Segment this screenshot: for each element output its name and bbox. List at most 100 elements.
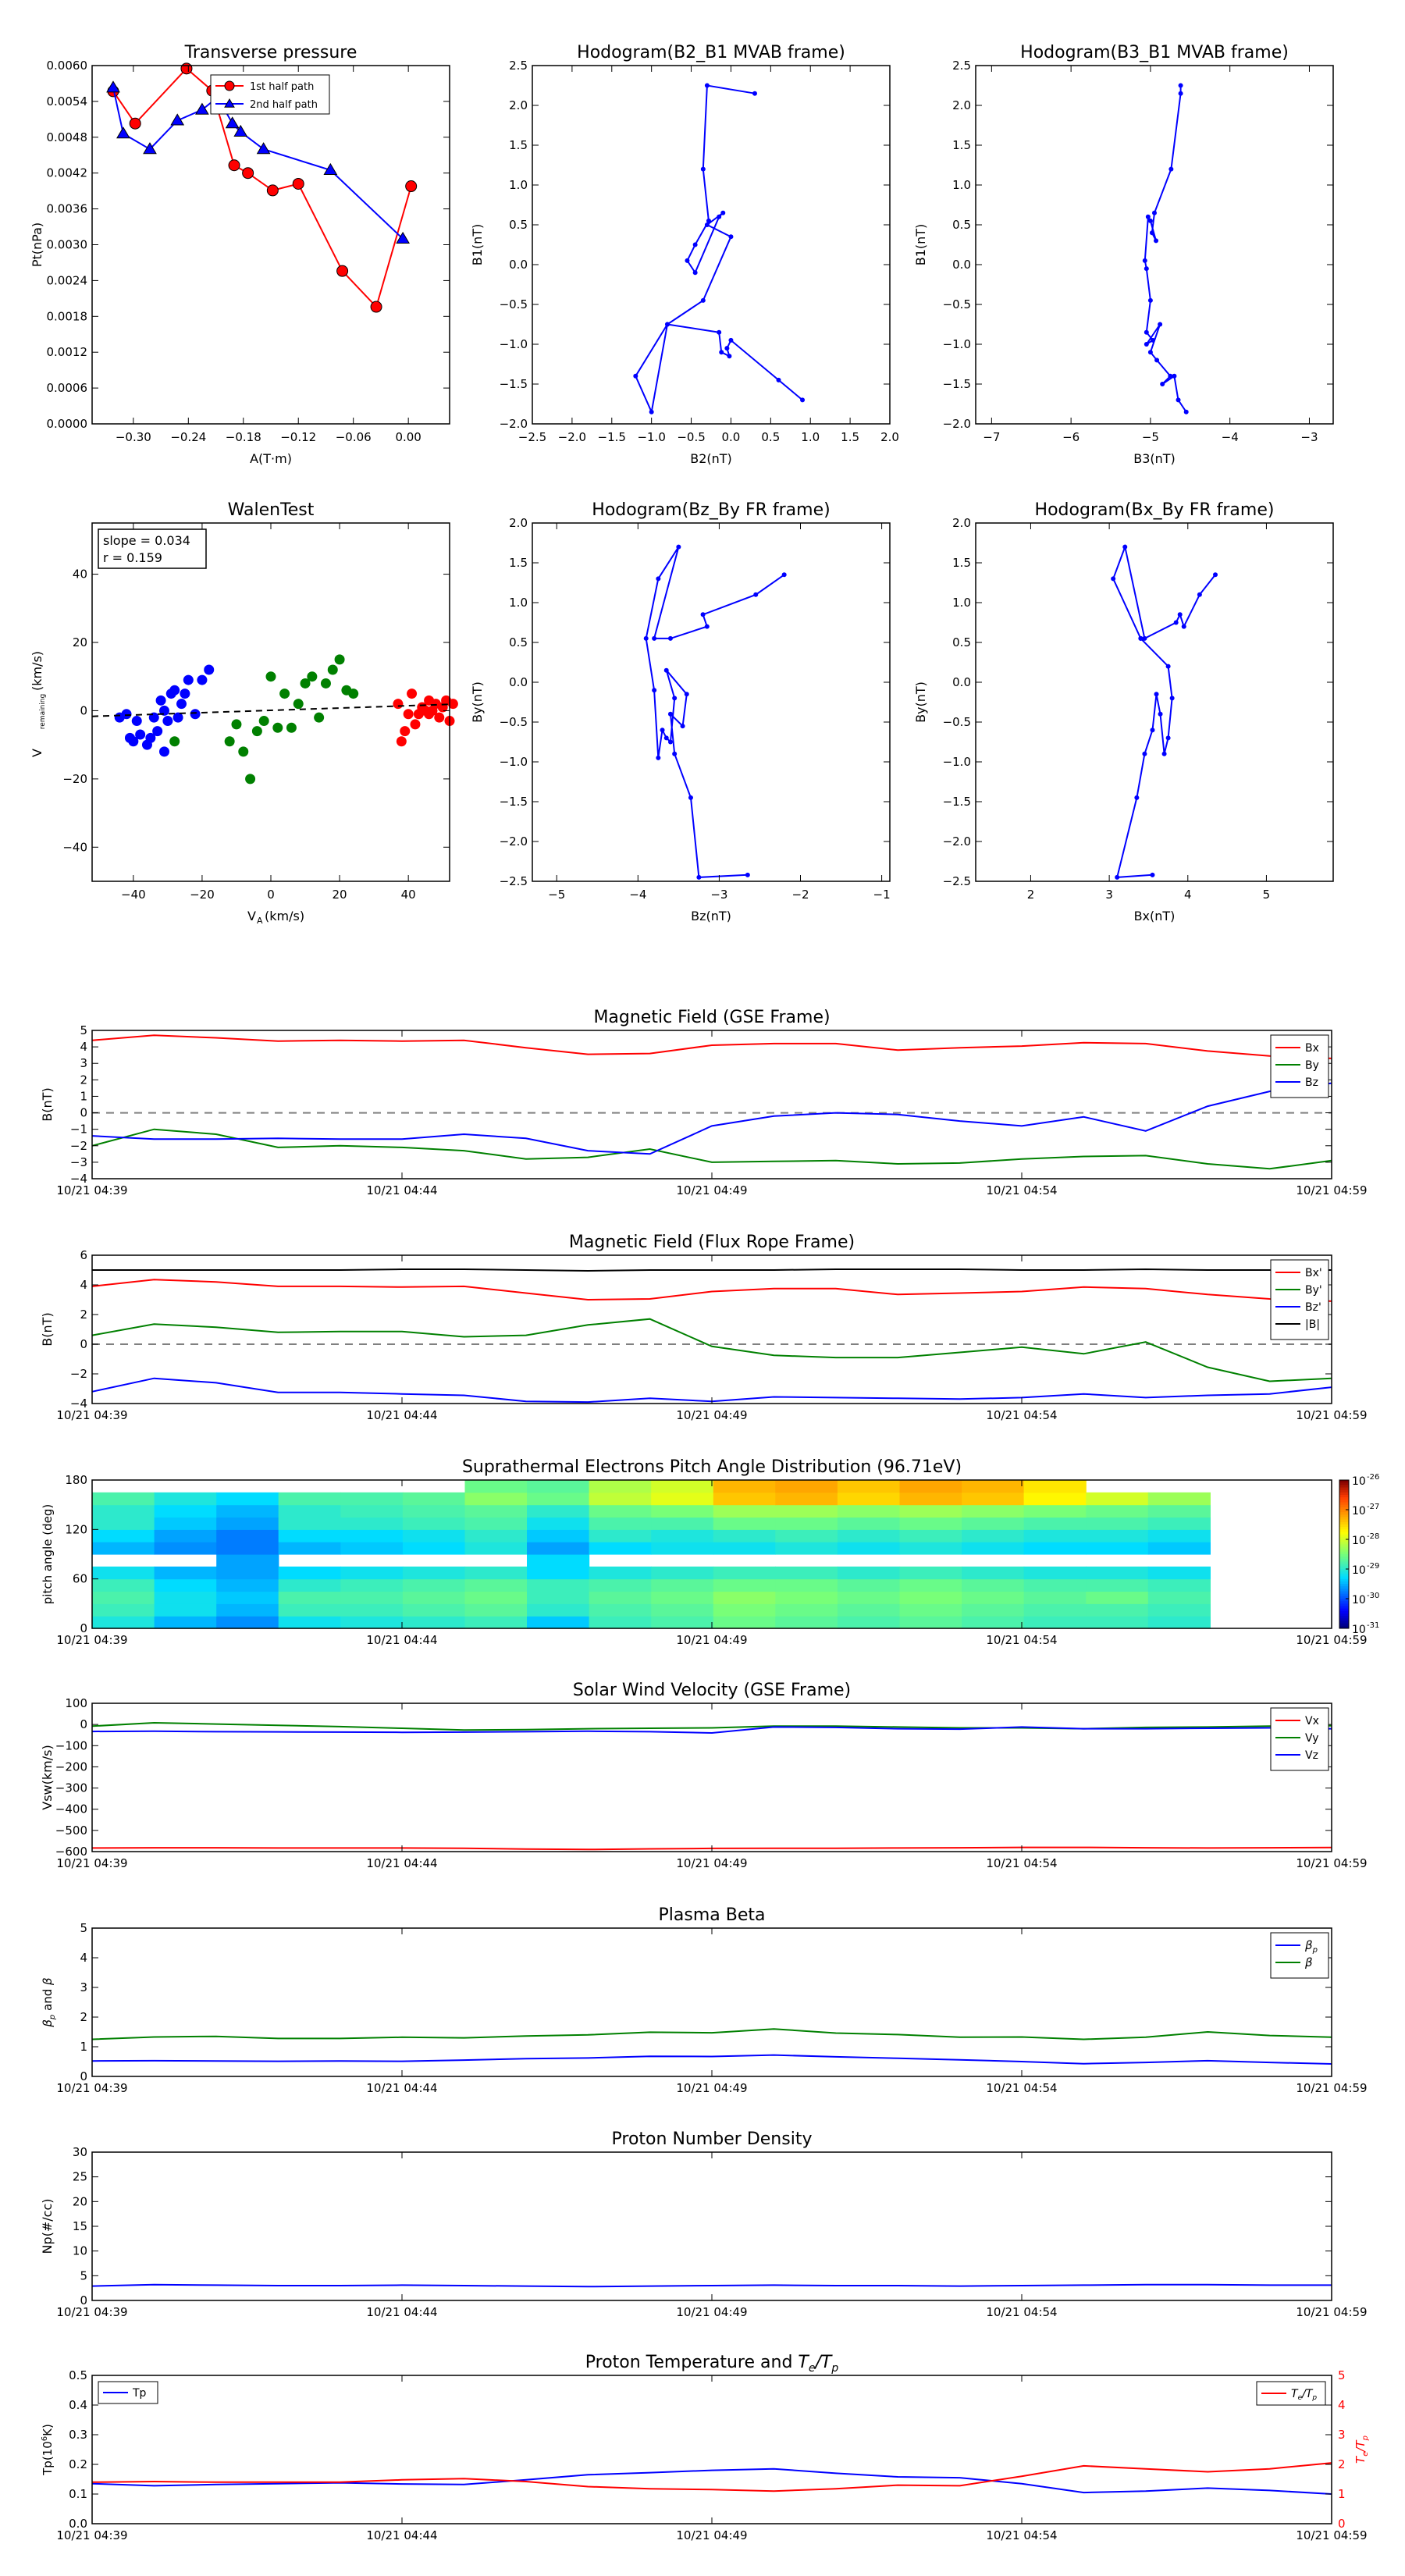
chart-mag_fr: Magnetic Field (Flux Rope Frame) −4 −2 0 2 4 6… [40,1233,1368,1422]
data-point [800,397,806,403]
colorbar-band [1339,1621,1349,1624]
heatmap-cell [340,1591,404,1604]
data-point [656,755,661,760]
heatmap-cell [340,1616,404,1629]
heatmap-cell [340,1492,404,1506]
data-point [251,726,262,737]
legend-label: β [1304,1955,1313,1969]
x-tick-label: 5 [1263,888,1271,902]
heatmap-cell [651,1480,714,1493]
x-axis-label: B2(nT) [690,451,732,466]
heatmap-cell [154,1616,217,1629]
heatmap-cell [899,1616,962,1629]
y-tick-label: 1.0 [952,178,971,192]
data-point [233,124,248,137]
x-tick-label: −0.06 [336,430,372,444]
heatmap-cell [278,1542,341,1555]
data-point [672,751,678,756]
chart-title: Transverse pressure [184,43,357,62]
data-point [405,180,418,193]
heatmap-cell [216,1554,279,1567]
colorbar-band [1339,1519,1349,1523]
data-point [197,674,208,685]
y2-axis-label-sub: e [1361,2452,1370,2457]
colorbar-band [1339,1534,1349,1538]
time-tick-label: 10/21 04:54 [986,1408,1057,1422]
x-tick-label: 1.5 [841,430,859,444]
time-tick-label: 10/21 04:54 [986,1183,1057,1197]
heatmap-cell [962,1492,1025,1506]
heatmap-cell [899,1542,962,1555]
colorbar-band [1339,1581,1349,1585]
time-tick-label: 10/21 04:39 [56,2081,127,2095]
colorbar-band [1339,1596,1349,1599]
colorbar-tick-label: 10 [1352,1475,1366,1488]
colorbar-band [1339,1557,1349,1560]
chart-hodo_b3_b1: Hodogram(B3_B1 MVAB frame) B3(nT) B1(nT) −2… [913,43,1334,466]
heatmap-cell [651,1578,714,1592]
heatmap-cell [837,1517,901,1530]
data-point [1144,329,1149,335]
y-tick-label: 4 [80,1951,87,1965]
y-tick-label: 4 [80,1040,87,1054]
heatmap-cell [589,1616,652,1629]
colorbar-band [1339,1589,1349,1592]
data-point [434,712,445,723]
y-tick-label: −0.5 [943,297,971,311]
y-tick-label: −3 [70,1155,87,1169]
heatmap-cell [651,1517,714,1530]
data-point [320,678,331,688]
x-tick-label: −3 [710,888,727,902]
y-axis-label-main: Tp(10 [41,2441,55,2476]
heatmap-cell [1023,1542,1087,1555]
y-tick-label: 0.5 [509,635,528,649]
y2-tick-label: 0 [1338,2517,1346,2531]
colorbar-band [1339,1504,1349,1508]
heatmap-cell [775,1566,838,1580]
series-line- [91,2028,1332,2041]
data-point [1111,576,1116,582]
heatmap-cell [154,1529,217,1542]
y-tick-label: 2.0 [952,516,971,530]
heatmap-cell [216,1616,279,1629]
y-tick-label: −100 [55,1738,87,1752]
data-point [173,712,183,723]
heatmap-cell [775,1603,838,1617]
x-tick-label: −1.0 [637,430,665,444]
heatmap-cell [837,1566,901,1580]
heatmap-cell [278,1529,341,1542]
heatmap-cell [1147,1529,1211,1542]
heatmap-cell [713,1504,776,1518]
heatmap-cell [837,1591,901,1604]
data-point [688,795,693,800]
chart-hodo_b2_b1: Hodogram(B2_B1 MVAB frame) B2(nT) B1(nT) −2… [470,43,899,466]
colorbar-band [1339,1525,1349,1528]
y-tick-label: 0.0006 [47,381,88,395]
heatmap-cell [899,1492,962,1506]
y-tick-label: 20 [73,2194,87,2208]
colorbar-band [1339,1517,1349,1521]
chart-plasma_beta: Plasma Beta 0 1 2 3 4 5 10/21 04:39 10/21 04:44 1… [41,1905,1368,2095]
data-point [1160,382,1165,386]
data-point [1165,735,1171,741]
heatmap-cell [713,1603,776,1617]
y-tick-label: −2.0 [943,834,971,849]
y-tick-label: −0.5 [500,297,528,311]
heatmap-cell [527,1603,590,1617]
x-tick-label: −2.5 [518,430,546,444]
colorbar-band [1339,1569,1349,1572]
y-axis-label: Pt(nPa) [30,222,44,267]
data-point [396,231,410,244]
chart-pad: Suprathermal Electrons Pitch Angle Distr… [41,1457,1379,1647]
data-point [1154,692,1159,697]
y-tick-label: −300 [55,1781,87,1795]
chart-title: Hodogram(B3_B1 MVAB frame) [1020,43,1289,62]
y-tick-label: 0.0054 [47,94,88,109]
plot-frame [975,65,1334,425]
colorbar-band [1339,1480,1349,1483]
data-point [336,265,349,277]
heatmap-cell [402,1492,466,1506]
data-point [704,222,710,227]
x-tick-label: −7 [983,430,1000,444]
y-tick-label: 1.0 [509,178,528,192]
